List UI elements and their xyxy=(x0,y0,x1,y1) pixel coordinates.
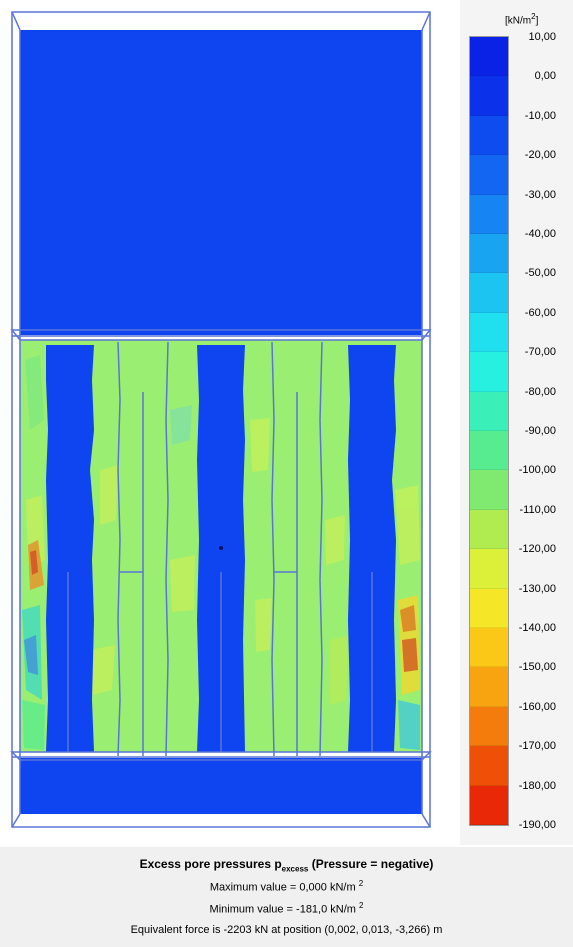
colorbar-tick-label: -160,00 xyxy=(518,700,556,713)
contour-patches xyxy=(22,355,420,750)
colorbar-band xyxy=(470,194,508,234)
colorbar-tick-label: -40,00 xyxy=(524,228,556,240)
lower-soil-block xyxy=(20,758,422,814)
colorbar-tick-label: -130,00 xyxy=(518,582,556,595)
caption-title: Excess pore pressures pexcess (Pressure … xyxy=(139,857,434,874)
upper-soil-block xyxy=(20,30,422,335)
colorbar-band xyxy=(470,431,508,471)
colorbar-band xyxy=(470,470,508,510)
colorbar-band xyxy=(470,155,508,195)
equivalent-force-text: Equivalent force is -2203 kN at position… xyxy=(130,924,443,936)
colorbar-tick-label: 0,00 xyxy=(534,70,556,83)
colorbar-tick-label: -180,00 xyxy=(518,779,556,792)
colorbar-band xyxy=(470,785,508,825)
colorbar-tick-label: 10,00 xyxy=(528,31,556,43)
colorbar-tick-label: -170,00 xyxy=(518,740,556,753)
colorbar-tick-label: -120,00 xyxy=(518,543,556,556)
colorbar-tick-label: -150,00 xyxy=(518,661,556,674)
origin-marker xyxy=(219,546,223,550)
colorbar-band xyxy=(470,588,508,628)
colorbar-tick-label: -100,00 xyxy=(518,464,556,477)
colorbar-band xyxy=(470,352,508,392)
colorbar-band xyxy=(470,549,508,589)
plot-caption: Excess pore pressures pexcess (Pressure … xyxy=(0,847,573,947)
pore-pressure-contour-plot xyxy=(10,11,432,828)
colorbar-tick-label: -110,00 xyxy=(519,503,557,516)
colorbar-band xyxy=(470,312,508,353)
colorbar-band xyxy=(470,706,508,747)
colorbar-band xyxy=(470,234,508,274)
colorbar-tick-label: -190,00 xyxy=(518,819,556,831)
colorbar-band xyxy=(470,273,508,313)
colorbar-band xyxy=(470,509,508,550)
colorbar-band xyxy=(470,37,508,77)
colorbar-tick-label: -10,00 xyxy=(524,109,556,122)
colorbar-tick-label: -60,00 xyxy=(524,306,556,319)
colorbar-tick-label: -140,00 xyxy=(518,622,556,634)
colorbar-tick-label: -30,00 xyxy=(524,188,556,201)
minimum-value-text: Minimum value = -181,0 kN/m 2 xyxy=(209,901,364,916)
colorbar-tick-label: -20,00 xyxy=(524,149,556,162)
colorbar-band xyxy=(470,667,508,707)
model-plot[interactable] xyxy=(0,0,460,845)
colorbar-band xyxy=(470,746,508,786)
colorbar-band xyxy=(470,628,508,668)
legend-unit-label: [kN/m2] xyxy=(505,12,539,27)
colorbar-band xyxy=(470,391,508,431)
colorbar-tick-label: -70,00 xyxy=(524,346,556,359)
colorbar-tick-label: -90,00 xyxy=(524,425,556,437)
colorbar-band xyxy=(470,115,508,156)
colorbar-band xyxy=(470,76,508,116)
colorbar xyxy=(469,36,509,826)
model-wireframe xyxy=(10,11,432,828)
maximum-value-text: Maximum value = 0,000 kN/m 2 xyxy=(209,879,364,894)
colorbar-tick-label: -50,00 xyxy=(524,267,556,280)
colorbar-tick-label: -80,00 xyxy=(524,385,556,398)
